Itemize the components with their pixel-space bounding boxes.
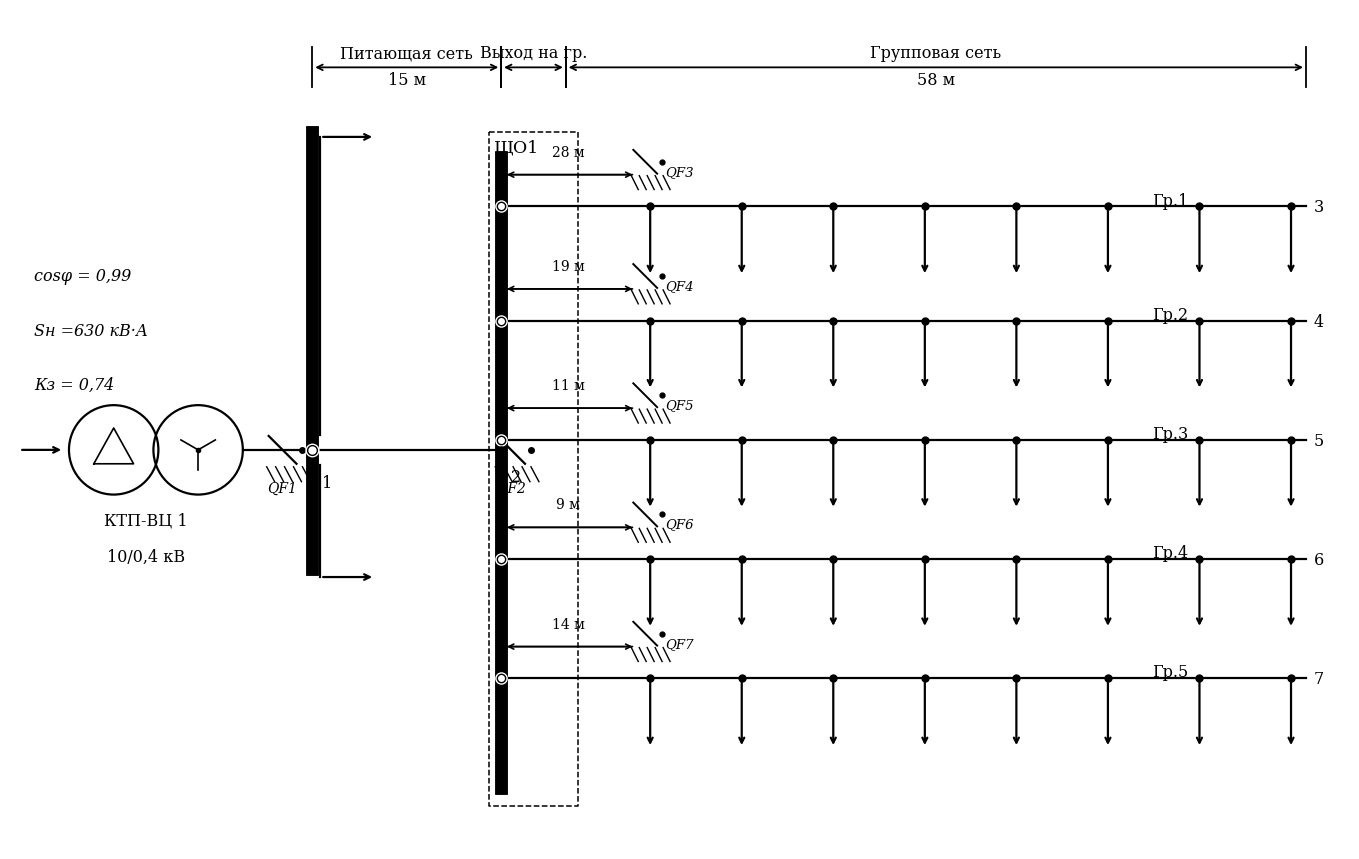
Text: Гр.2: Гр.2 <box>1152 307 1188 324</box>
Text: QF7: QF7 <box>665 637 693 650</box>
Text: 6: 6 <box>1314 552 1324 570</box>
Text: КТП-ВЦ 1: КТП-ВЦ 1 <box>105 513 188 529</box>
Text: QF1: QF1 <box>268 482 298 496</box>
Text: 15 м: 15 м <box>387 72 425 89</box>
Text: 10/0,4 кВ: 10/0,4 кВ <box>107 549 185 566</box>
Text: Гр.4: Гр.4 <box>1152 545 1188 563</box>
Text: 28 м: 28 м <box>552 146 584 160</box>
Text: cosφ = 0,99: cosφ = 0,99 <box>34 268 132 285</box>
Text: 14 м: 14 м <box>552 618 584 631</box>
Text: 5: 5 <box>1314 433 1324 450</box>
Text: QF5: QF5 <box>665 399 693 412</box>
Text: Кз = 0,74: Кз = 0,74 <box>34 377 114 394</box>
Text: 3: 3 <box>1314 199 1324 216</box>
Text: 9 м: 9 м <box>556 498 580 513</box>
Text: QF3: QF3 <box>665 166 693 179</box>
Text: Групповая сеть: Групповая сеть <box>870 46 1002 63</box>
Text: Гр.1: Гр.1 <box>1152 192 1188 210</box>
Text: ЩО1: ЩО1 <box>495 140 540 157</box>
Text: 1: 1 <box>322 475 333 491</box>
Text: Sн =630 кВ·А: Sн =630 кВ·А <box>34 323 148 339</box>
Text: 19 м: 19 м <box>552 260 584 274</box>
Text: 7: 7 <box>1314 672 1324 688</box>
Text: QF6: QF6 <box>665 519 693 532</box>
Text: 2: 2 <box>511 469 522 485</box>
Text: 4: 4 <box>1314 314 1324 331</box>
Text: 11 м: 11 м <box>552 379 584 393</box>
Text: Питающая сеть: Питающая сеть <box>340 46 473 63</box>
Text: QF2: QF2 <box>496 482 526 496</box>
Text: Выход на гр.: Выход на гр. <box>480 46 587 63</box>
Text: QF4: QF4 <box>665 280 693 293</box>
Text: 58 м: 58 м <box>917 72 955 89</box>
Text: Гр.3: Гр.3 <box>1152 426 1188 443</box>
Text: Гр.5: Гр.5 <box>1152 665 1188 681</box>
